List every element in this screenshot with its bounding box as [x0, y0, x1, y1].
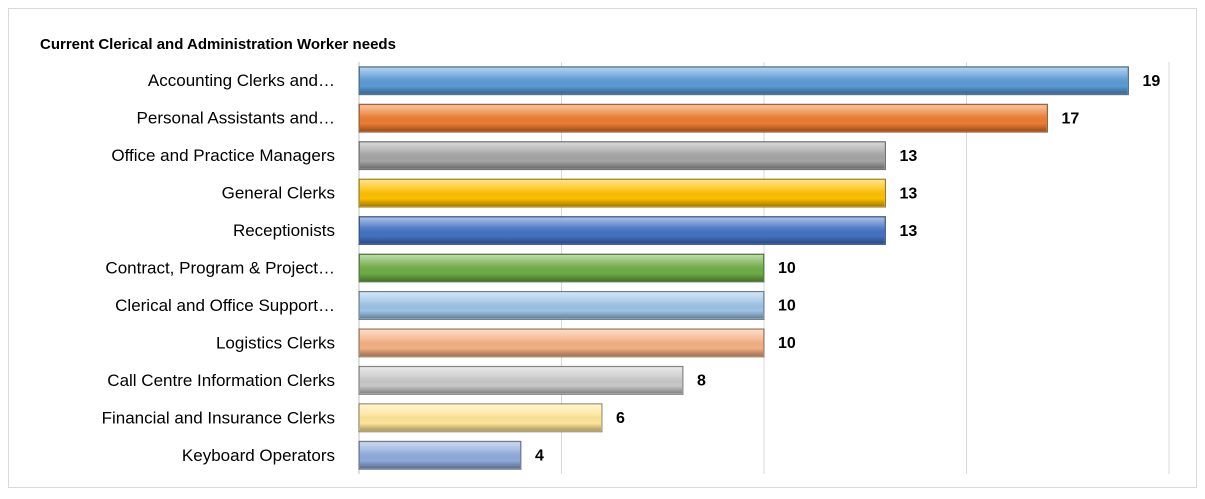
y-tick-label: Receptionists	[233, 221, 335, 240]
value-label: 10	[778, 298, 796, 315]
value-label: 13	[900, 223, 918, 240]
value-label: 13	[900, 185, 918, 202]
bar-bevel	[360, 329, 763, 356]
bar-bevel	[360, 180, 885, 207]
bar-bevel	[360, 105, 1047, 132]
value-label: 10	[778, 335, 796, 352]
bar-bevel	[360, 367, 682, 394]
bar-bevel	[360, 442, 520, 469]
bar-bevel	[360, 404, 601, 431]
bar-bevel	[360, 255, 763, 281]
y-tick-label: Accounting Clerks and…	[148, 71, 335, 90]
y-tick-label: Financial and Insurance Clerks	[102, 408, 335, 427]
bar-bevel	[360, 67, 1128, 94]
y-tick-label: Logistics Clerks	[216, 333, 335, 352]
value-label: 8	[697, 373, 706, 390]
y-tick-label: Call Centre Information Clerks	[107, 371, 335, 390]
y-tick-label: Contract, Program & Project…	[105, 258, 335, 277]
chart-title: Current Clerical and Administration Work…	[40, 36, 396, 53]
value-label: 4	[535, 447, 544, 464]
y-tick-label: Office and Practice Managers	[111, 146, 335, 165]
value-label: 19	[1143, 73, 1161, 90]
y-tick-label: Personal Assistants and…	[137, 109, 335, 128]
y-tick-label: Keyboard Operators	[182, 446, 335, 465]
y-tick-label: Clerical and Office Support…	[115, 296, 335, 315]
bar-bevel	[360, 292, 763, 319]
bar-bevel	[360, 217, 885, 244]
value-label: 17	[1062, 110, 1080, 127]
value-label: 13	[900, 148, 918, 165]
y-tick-label: General Clerks	[222, 184, 335, 203]
value-label: 6	[616, 410, 625, 427]
bar-bevel	[360, 142, 885, 169]
value-label: 10	[778, 260, 796, 277]
